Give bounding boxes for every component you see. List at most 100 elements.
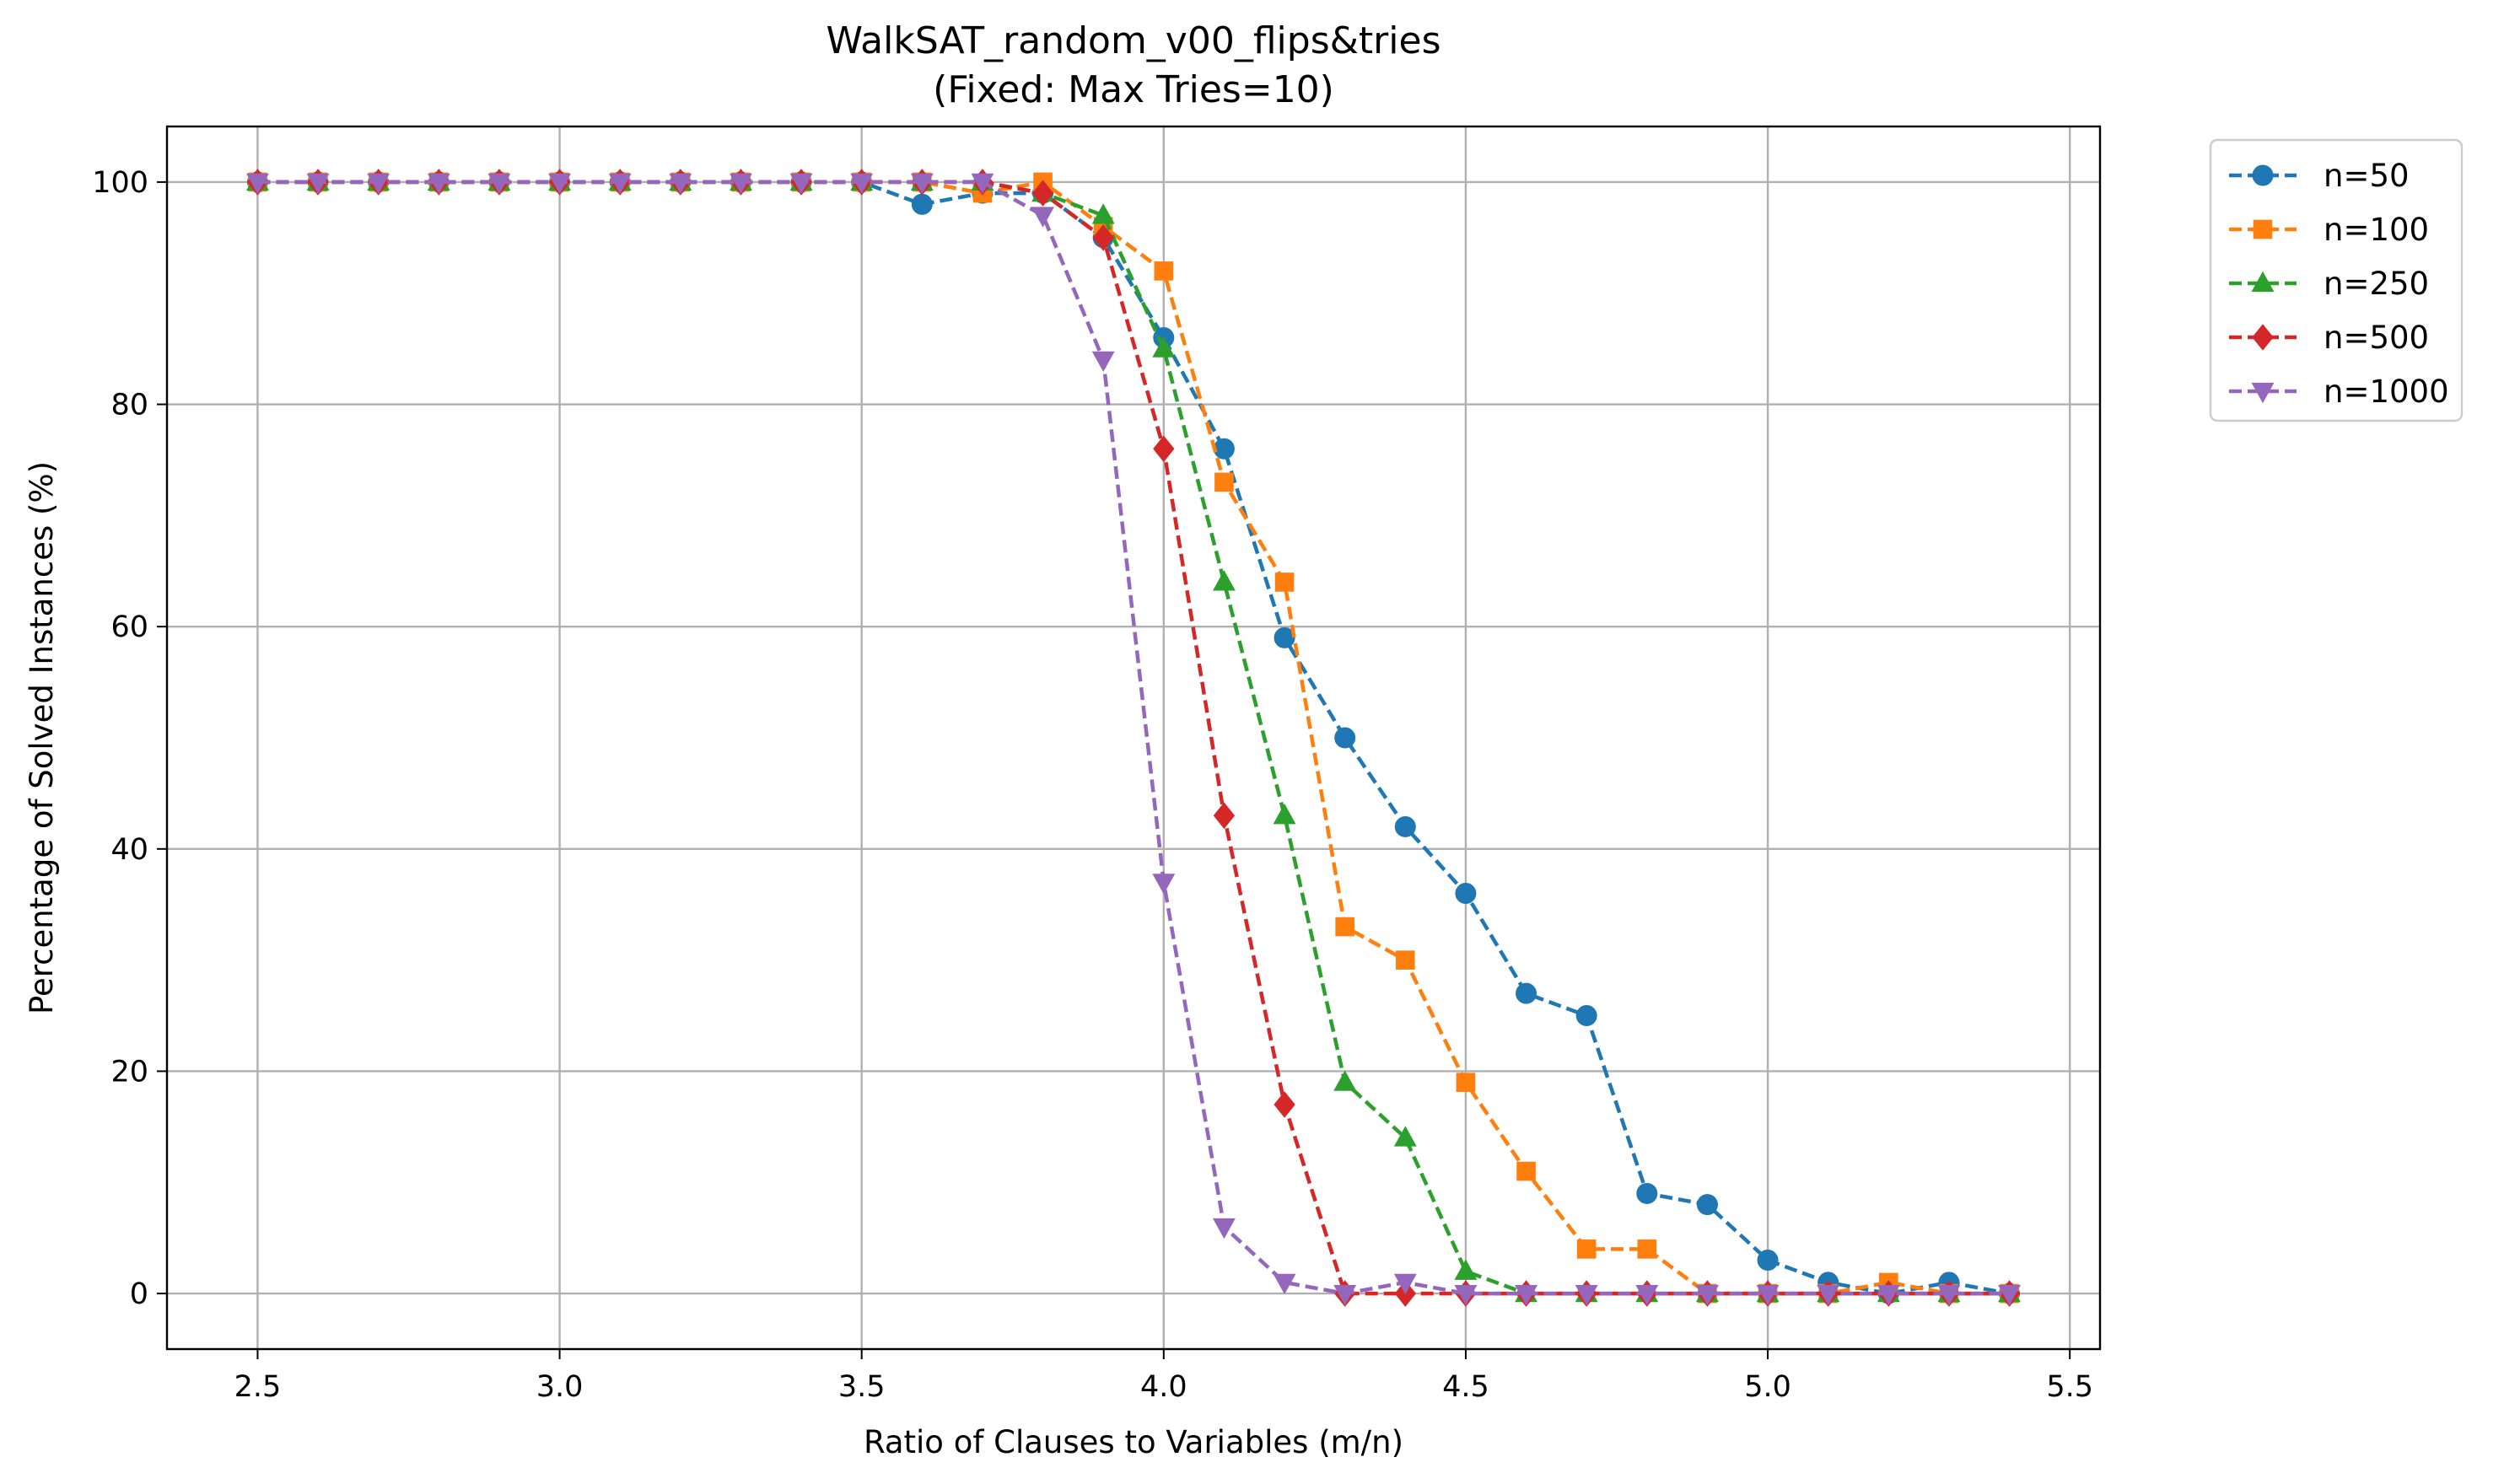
data-point xyxy=(1817,1284,1840,1306)
data-point xyxy=(487,173,511,195)
legend-marker xyxy=(2252,164,2274,186)
data-point xyxy=(1274,626,1295,648)
legend-marker xyxy=(2251,271,2275,293)
data-point xyxy=(1756,1284,1780,1306)
legend-label: n=100 xyxy=(2324,212,2429,248)
data-point xyxy=(1091,203,1115,224)
data-point xyxy=(1455,883,1477,905)
data-point xyxy=(1212,570,1236,591)
legend-label: n=250 xyxy=(2324,266,2429,302)
legend-label: n=500 xyxy=(2324,320,2429,356)
y-tick-label: 100 xyxy=(92,166,148,200)
data-point xyxy=(1031,207,1055,228)
data-point xyxy=(1516,1161,1536,1181)
data-point xyxy=(1212,1218,1236,1239)
x-tick-label: 2.5 xyxy=(234,1370,282,1404)
data-point xyxy=(1152,874,1176,895)
data-point xyxy=(1213,438,1235,460)
axis-ticks: 2.5 3.0 3.5 4.0 4.5 5.0 5.5 0 20 40 60 80 100 xyxy=(92,166,2093,1404)
data-point xyxy=(1757,1250,1779,1272)
data-point xyxy=(1335,917,1354,937)
x-tick-label: 4.5 xyxy=(1442,1370,1489,1404)
data-point xyxy=(1031,180,1054,207)
data-point xyxy=(1213,802,1236,830)
x-tick-label: 3.5 xyxy=(838,1370,886,1404)
data-point xyxy=(729,173,752,195)
data-point xyxy=(1214,472,1234,492)
x-tick-label: 5.5 xyxy=(2046,1370,2093,1404)
data-point xyxy=(427,173,450,195)
y-tick-label: 80 xyxy=(110,389,148,422)
series-n=500 xyxy=(246,169,2021,1307)
data-point xyxy=(1274,573,1295,592)
chart-subtitle: (Fixed: Max Tries=10) xyxy=(933,68,1334,111)
data-point xyxy=(548,173,572,195)
x-tick-label: 3.0 xyxy=(536,1370,584,1404)
data-point xyxy=(1274,1091,1295,1118)
chart-title: WalkSAT_random_v00_flips&tries xyxy=(826,19,1440,62)
data-point xyxy=(1154,261,1174,281)
data-point xyxy=(1635,1284,1659,1306)
data-point xyxy=(1333,1070,1357,1091)
data-point xyxy=(1394,815,1416,837)
data-point xyxy=(1153,435,1175,463)
data-point xyxy=(1575,1284,1598,1306)
x-axis-label: Ratio of Clauses to Variables (m/n) xyxy=(864,1424,1403,1460)
y-tick-label: 20 xyxy=(110,1055,148,1089)
data-point xyxy=(1396,950,1415,970)
series-line xyxy=(257,180,2010,1296)
data-point xyxy=(1695,1284,1719,1306)
series-line xyxy=(257,180,2010,1296)
data-point xyxy=(245,173,269,195)
y-axis-label: Percentage of Solved Instances (%) xyxy=(24,461,60,1014)
plot-series xyxy=(245,169,2022,1307)
legend: n=50 n=100 n=250 n=500 n=1000 xyxy=(2209,138,2464,422)
legend-marker xyxy=(2251,382,2275,404)
data-point xyxy=(1393,1273,1417,1295)
legend-item: n=100 xyxy=(2229,212,2429,248)
data-point xyxy=(1334,727,1356,749)
data-point xyxy=(1454,1284,1478,1306)
legend-box xyxy=(2209,138,2464,422)
data-point xyxy=(1456,1073,1476,1092)
legend-marker xyxy=(2252,324,2274,351)
y-tick-label: 0 xyxy=(130,1277,148,1311)
data-point xyxy=(1636,1182,1658,1204)
legend-item: n=1000 xyxy=(2229,374,2449,410)
series-line xyxy=(257,180,2010,1296)
data-point xyxy=(911,193,933,215)
data-point xyxy=(1937,1284,1961,1306)
data-point xyxy=(1637,1239,1657,1259)
data-point xyxy=(1152,336,1176,358)
data-point xyxy=(367,173,390,195)
data-point xyxy=(850,173,874,195)
x-tick-label: 4.0 xyxy=(1140,1370,1187,1404)
data-point xyxy=(789,173,813,195)
data-point xyxy=(1273,1273,1296,1295)
data-point xyxy=(1576,1239,1597,1259)
data-point xyxy=(669,173,692,195)
series-n=1000 xyxy=(245,173,2022,1306)
legend-label: n=1000 xyxy=(2324,374,2449,410)
y-tick-label: 60 xyxy=(110,610,148,644)
data-point xyxy=(1393,1126,1417,1147)
legend-item: n=50 xyxy=(2229,158,2410,194)
data-point xyxy=(1273,804,1296,825)
data-point xyxy=(1575,1005,1597,1027)
data-point xyxy=(971,173,994,195)
plot-frame xyxy=(165,125,2102,1351)
data-point xyxy=(1877,1284,1900,1306)
legend-item: n=500 xyxy=(2229,320,2429,356)
data-point xyxy=(1696,1194,1718,1216)
y-tick-label: 40 xyxy=(110,833,148,867)
data-point xyxy=(1998,1284,2022,1306)
legend-item: n=250 xyxy=(2229,266,2429,302)
legend-marker xyxy=(2253,219,2273,239)
legend-label: n=50 xyxy=(2324,158,2410,194)
data-point xyxy=(910,173,934,195)
data-point xyxy=(1091,351,1115,373)
data-point xyxy=(1333,1284,1357,1306)
data-point xyxy=(1515,1284,1538,1306)
data-point xyxy=(1092,224,1114,251)
x-tick-label: 5.0 xyxy=(1744,1370,1791,1404)
